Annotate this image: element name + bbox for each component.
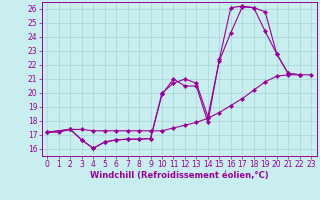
X-axis label: Windchill (Refroidissement éolien,°C): Windchill (Refroidissement éolien,°C) — [90, 171, 268, 180]
